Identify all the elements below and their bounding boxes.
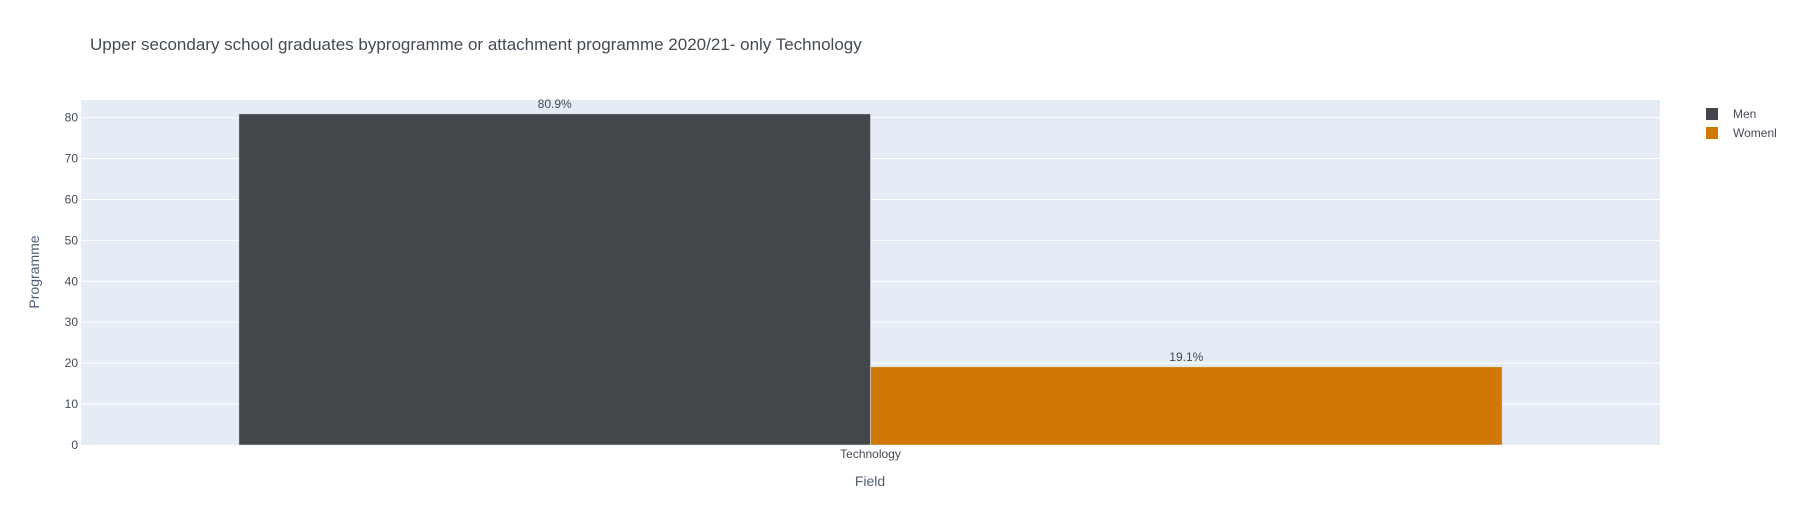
legend[interactable]: Men Womenl — [1706, 107, 1777, 140]
y-tick-label: 20 — [65, 356, 79, 370]
data-label-men: 80.9% — [538, 97, 572, 111]
data-label-womenl: 19.1% — [1169, 350, 1203, 364]
bar-men[interactable] — [238, 113, 871, 446]
legend-label: Men — [1733, 107, 1756, 121]
legend-label: Womenl — [1733, 126, 1777, 140]
y-tick-label: 30 — [65, 315, 79, 329]
legend-swatch — [1706, 127, 1718, 139]
y-tick-label: 50 — [65, 233, 79, 247]
legend-swatch — [1706, 108, 1718, 120]
x-axis-title: Field — [855, 473, 885, 489]
y-tick-label: 70 — [65, 152, 79, 166]
y-axis-ticks: 0 10 20 30 40 50 60 70 80 — [65, 111, 79, 452]
legend-item-men[interactable]: Men — [1706, 107, 1756, 121]
data-labels: 80.9% 19.1% — [538, 97, 1204, 364]
y-tick-label: 60 — [65, 192, 79, 206]
x-tick-label: Technology — [840, 447, 901, 461]
y-axis-title: Programme — [26, 235, 42, 308]
y-tick-label: 40 — [65, 274, 79, 288]
bar-womenl[interactable] — [870, 366, 1503, 446]
y-tick-label: 0 — [71, 438, 78, 452]
chart-title: Upper secondary school graduates byprogr… — [90, 35, 862, 54]
y-tick-label: 10 — [65, 397, 79, 411]
y-tick-label: 80 — [65, 111, 79, 125]
x-axis-ticks: Technology — [840, 447, 901, 461]
legend-item-womenl[interactable]: Womenl — [1706, 126, 1777, 140]
bars — [238, 113, 1503, 446]
